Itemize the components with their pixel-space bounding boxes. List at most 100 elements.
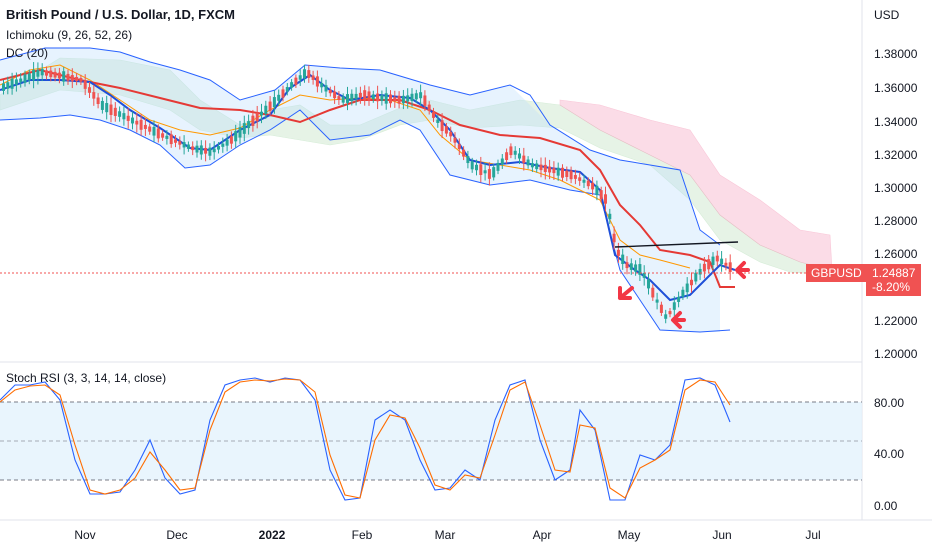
- time-label: May: [617, 528, 641, 542]
- candle-body: [518, 153, 521, 159]
- price-tick: 1.30000: [874, 181, 918, 195]
- price-change: -8.20%: [872, 280, 911, 294]
- candle-body: [208, 147, 212, 156]
- candle-body: [229, 136, 233, 144]
- resistance-trendline: [614, 241, 739, 248]
- dc-lower: [0, 109, 731, 333]
- candle-body: [88, 87, 91, 93]
- candle-body: [363, 90, 367, 101]
- price-tick: 1.32000: [874, 148, 918, 162]
- stoch-d-line: [0, 378, 731, 499]
- candle-body: [255, 113, 259, 122]
- candle-body: [182, 142, 186, 148]
- candle-body: [638, 264, 642, 275]
- currency-label: USD: [874, 8, 900, 22]
- candle-body: [380, 95, 384, 101]
- time-label: Apr: [532, 528, 552, 542]
- candle-body: [685, 283, 689, 293]
- ichimoku-legend[interactable]: Ichimoku (9, 26, 52, 26): [6, 28, 133, 42]
- candle-body: [191, 146, 195, 151]
- candle-body: [195, 145, 199, 153]
- candle-body: [642, 272, 646, 278]
- candle-body: [350, 93, 354, 102]
- candle-body: [599, 190, 603, 200]
- candle-body: [79, 78, 83, 82]
- candle-body: [711, 256, 715, 265]
- candle-body: [268, 101, 272, 111]
- candle-body: [625, 262, 629, 269]
- symbol-tag: GBPUSD: [806, 264, 867, 282]
- candle-body: [728, 262, 732, 272]
- candle-body: [2, 83, 5, 91]
- candle-body: [672, 302, 676, 310]
- candle-body: [242, 123, 246, 134]
- dc-legend[interactable]: DC (20): [6, 46, 49, 60]
- donchian-channel: [0, 47, 731, 333]
- candle-body: [96, 97, 100, 105]
- candle-body: [264, 105, 268, 114]
- candle-body: [212, 148, 216, 153]
- candle-body: [36, 70, 40, 77]
- candle-body: [14, 79, 18, 85]
- candle-body: [358, 92, 362, 98]
- time-label: Feb: [351, 528, 373, 542]
- candle-body: [139, 119, 143, 130]
- candle-body: [281, 89, 285, 98]
- candle-body: [427, 104, 431, 112]
- candle-body: [311, 75, 315, 80]
- candle-body: [444, 126, 448, 134]
- candle-body: [479, 164, 483, 175]
- candle-body: [320, 82, 324, 88]
- stoch-legend[interactable]: Stoch RSI (3, 3, 14, 14, close): [6, 371, 167, 385]
- candle-body: [539, 164, 543, 171]
- candle-body: [569, 170, 573, 180]
- candle-body: [186, 144, 190, 149]
- candle-body: [436, 119, 440, 124]
- arrow-may-low: [671, 311, 686, 329]
- candle-body: [573, 175, 577, 179]
- candle-body: [290, 82, 294, 88]
- candle-body: [32, 69, 36, 81]
- candle-body: [122, 113, 126, 120]
- candle-body: [83, 80, 87, 89]
- candle-body: [410, 93, 414, 101]
- time-label: Mar: [434, 528, 456, 542]
- candle-body: [272, 97, 276, 108]
- candle-body: [165, 135, 169, 139]
- candle-body: [328, 89, 332, 94]
- candle-body: [655, 299, 659, 303]
- candle-body: [715, 255, 719, 262]
- candle-body: [612, 233, 616, 243]
- candle-body: [694, 272, 698, 282]
- stoch-tick: 80.00: [874, 396, 905, 410]
- candle-body: [582, 179, 586, 183]
- candle-body: [148, 126, 152, 132]
- candle-body: [23, 74, 27, 83]
- candle-body: [341, 96, 345, 103]
- candle-body: [143, 124, 147, 129]
- candle-body: [401, 95, 405, 104]
- candle-body: [40, 68, 44, 76]
- candle-body: [204, 147, 208, 154]
- candle-body: [659, 304, 663, 313]
- candle-body: [371, 94, 375, 100]
- candle-body: [453, 137, 457, 143]
- stoch-tick: 40.00: [874, 447, 905, 461]
- candle-body: [681, 289, 685, 297]
- candle-body: [500, 158, 504, 165]
- candle-body: [470, 161, 474, 170]
- candle-body: [251, 115, 255, 126]
- candle-body: [354, 93, 358, 99]
- candle-body: [707, 259, 711, 270]
- candle-body: [109, 104, 113, 115]
- time-label: Nov: [74, 528, 96, 542]
- candle-body: [595, 185, 599, 196]
- candle-body: [449, 132, 453, 137]
- candle-body: [367, 91, 371, 101]
- candle-body: [668, 311, 672, 315]
- candle-body: [698, 268, 702, 275]
- candle-body: [324, 85, 328, 92]
- candle-body: [492, 167, 496, 178]
